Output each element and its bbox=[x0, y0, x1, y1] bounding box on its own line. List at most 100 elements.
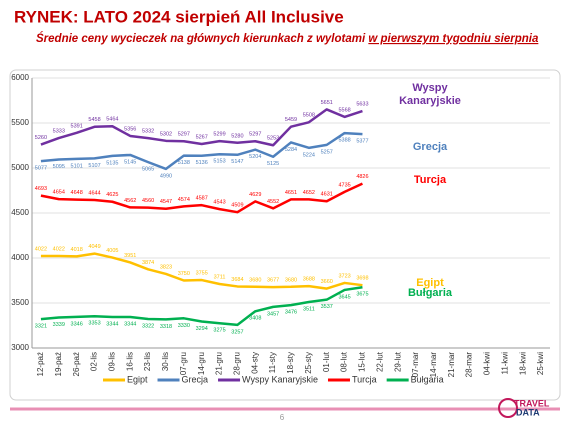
series-annotation: Grecja bbox=[413, 141, 448, 153]
legend-label: Grecja bbox=[182, 374, 209, 384]
value-label: 5391 bbox=[71, 123, 83, 129]
value-label: 4652 bbox=[303, 190, 315, 196]
value-label: 3344 bbox=[106, 321, 118, 327]
value-label: 4587 bbox=[196, 196, 208, 202]
value-label: 4651 bbox=[285, 190, 297, 196]
value-label: 3330 bbox=[178, 323, 190, 329]
value-label: 4022 bbox=[53, 246, 65, 252]
x-tick-label: 21-mar bbox=[447, 352, 456, 378]
value-label: 5138 bbox=[178, 160, 190, 166]
x-tick-label: 30-lis bbox=[161, 352, 170, 371]
x-tick-label: 04-kwi bbox=[483, 352, 492, 375]
value-label: 3711 bbox=[214, 274, 226, 280]
value-label: 5377 bbox=[356, 139, 368, 145]
value-label: 3321 bbox=[35, 324, 47, 330]
value-label: 3344 bbox=[124, 321, 136, 327]
x-tick-label: 14-gru bbox=[197, 352, 206, 375]
series-annotation: Bułgaria bbox=[408, 287, 453, 299]
x-tick-label: 01-lut bbox=[322, 351, 331, 372]
x-tick-label: 15-lut bbox=[358, 351, 367, 372]
value-label: 3675 bbox=[356, 292, 368, 298]
value-label: 3408 bbox=[249, 316, 261, 322]
value-label: 5107 bbox=[88, 163, 100, 169]
subtitle-part: Średnie ceny wycieczek na głównych kieru… bbox=[36, 32, 366, 45]
value-label: 3750 bbox=[178, 271, 190, 277]
y-tick-label: 3000 bbox=[11, 343, 29, 352]
series-annotation: Turcja bbox=[414, 174, 447, 186]
value-label: 5332 bbox=[142, 129, 154, 135]
legend-label: Egipt bbox=[127, 374, 148, 384]
value-label: 4005 bbox=[106, 248, 118, 254]
value-label: 4543 bbox=[213, 200, 225, 206]
x-tick-label: 23-lis bbox=[143, 352, 152, 371]
series-line bbox=[40, 131, 363, 171]
series-line bbox=[40, 286, 363, 327]
annotation-line: Grecja bbox=[413, 141, 448, 153]
value-label: 4629 bbox=[249, 192, 261, 198]
value-label: 5145 bbox=[124, 159, 136, 165]
value-label: 5101 bbox=[71, 163, 83, 169]
value-label: 5095 bbox=[53, 164, 65, 170]
value-label: 3339 bbox=[53, 322, 65, 328]
annotation-line: Egipt bbox=[416, 277, 444, 289]
x-tick-label: 25-sty bbox=[304, 352, 313, 374]
value-label: 5333 bbox=[53, 128, 65, 134]
value-label: 3684 bbox=[231, 277, 243, 283]
value-label: 4560 bbox=[142, 198, 154, 204]
value-label: 5299 bbox=[213, 132, 225, 138]
x-tick-label: 19-paź bbox=[54, 352, 63, 376]
value-label: 5257 bbox=[321, 149, 333, 155]
value-label: 3688 bbox=[303, 277, 315, 283]
x-tick-label: 08-lut bbox=[340, 351, 349, 372]
value-label: 3677 bbox=[267, 278, 279, 284]
x-tick-label: 12-paź bbox=[36, 352, 45, 376]
legend-label: Turcja bbox=[352, 374, 377, 384]
value-label: 5464 bbox=[106, 117, 118, 123]
value-label: 3680 bbox=[249, 277, 261, 283]
x-tick-label: 21-gru bbox=[215, 352, 224, 375]
value-label: 4631 bbox=[321, 192, 333, 198]
logo-icon bbox=[498, 398, 518, 418]
annotation-line: Turcja bbox=[414, 174, 447, 186]
value-label: 4018 bbox=[71, 247, 83, 253]
value-label: 5204 bbox=[249, 154, 261, 160]
subtitle-part: w pierwszym tygodniu sierpnia bbox=[368, 33, 539, 45]
value-label: 4735 bbox=[338, 182, 350, 188]
value-label: 3346 bbox=[71, 321, 83, 327]
value-label: 3537 bbox=[321, 304, 333, 310]
series-line bbox=[40, 108, 363, 147]
value-label: 3257 bbox=[231, 329, 243, 335]
subtitle: Średnie ceny wycieczek na głównych kieru… bbox=[36, 32, 539, 45]
annotation-line: Bułgaria bbox=[408, 287, 453, 299]
title: RYNEK: LATO 2024 sierpień All Inclusive bbox=[14, 7, 344, 26]
value-label: 5302 bbox=[160, 131, 172, 137]
value-label: 5125 bbox=[267, 161, 279, 167]
value-label: 3318 bbox=[160, 324, 172, 330]
value-label: 5388 bbox=[338, 138, 350, 144]
value-label: 5147 bbox=[231, 159, 243, 165]
x-tick-label: 07-mar bbox=[411, 352, 420, 378]
value-label: 4648 bbox=[71, 190, 83, 196]
x-tick-label: 22-lut bbox=[375, 351, 384, 372]
value-label: 5065 bbox=[142, 167, 154, 173]
x-tick-label: 07-gru bbox=[179, 352, 188, 375]
value-label: 5508 bbox=[303, 113, 315, 119]
series-line bbox=[40, 182, 363, 214]
value-label: 4625 bbox=[106, 192, 118, 198]
value-label: 5297 bbox=[178, 132, 190, 138]
x-tick-label: 29-lut bbox=[393, 351, 402, 372]
value-label: 3951 bbox=[124, 253, 136, 259]
x-tick-label: 04-sty bbox=[250, 352, 259, 374]
x-tick-label: 16-lis bbox=[125, 352, 134, 371]
series-line bbox=[40, 252, 363, 290]
value-label: 4574 bbox=[178, 197, 190, 203]
value-label: 3275 bbox=[213, 328, 225, 334]
page-number: 6 bbox=[280, 413, 285, 422]
series-annotation: Wyspy Kanaryjskie bbox=[399, 82, 461, 107]
value-label: 4990 bbox=[160, 173, 172, 179]
value-label: 5224 bbox=[303, 152, 315, 158]
value-label: 4552 bbox=[267, 199, 279, 205]
x-tick-label: 28-mar bbox=[465, 352, 474, 378]
value-label: 3353 bbox=[88, 321, 100, 327]
logo-text: DATA bbox=[516, 407, 540, 417]
